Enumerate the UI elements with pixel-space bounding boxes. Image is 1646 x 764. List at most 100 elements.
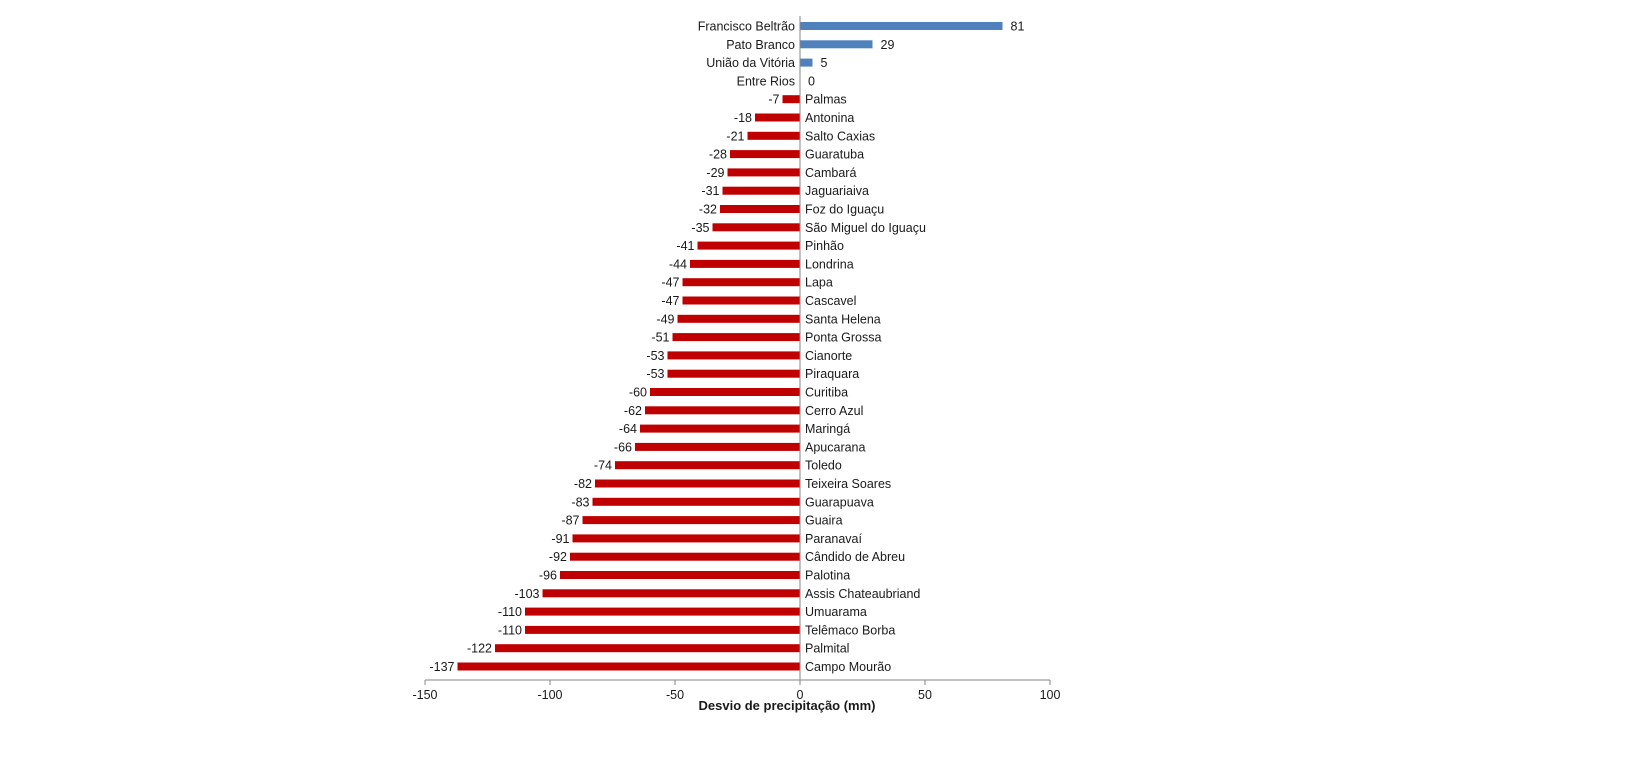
category-label: Teixeira Soares [805, 477, 891, 491]
bar-13 [690, 259, 800, 268]
value-label: -21 [726, 129, 744, 143]
value-label: -96 [539, 569, 557, 583]
category-label: Foz do Iguaçu [805, 203, 884, 217]
category-label: Cândido de Abreu [805, 550, 905, 564]
bar-19 [667, 369, 800, 378]
bar-20 [650, 388, 800, 396]
value-label: -29 [706, 166, 724, 180]
bar-32 [525, 607, 800, 616]
value-label: -66 [614, 440, 632, 454]
category-label: Cascavel [805, 294, 856, 308]
value-label: -82 [574, 477, 592, 491]
bar-23 [635, 442, 800, 451]
value-label: -91 [551, 532, 569, 546]
bar-6 [747, 131, 800, 140]
bar-30 [560, 571, 800, 579]
bar-18 [667, 351, 800, 360]
category-label: Ponta Grossa [805, 331, 881, 345]
value-label: -53 [646, 349, 664, 363]
bar-17 [672, 333, 800, 342]
category-label: Maringá [805, 422, 850, 436]
category-label: Guarapuava [805, 495, 874, 509]
bar-10 [720, 205, 800, 213]
value-label: 0 [808, 74, 815, 88]
x-tick-label: 50 [918, 688, 932, 702]
category-label: Cambará [805, 166, 856, 180]
value-label: -47 [661, 294, 679, 308]
bar-1 [800, 40, 873, 49]
value-label: -137 [429, 660, 454, 674]
bar-34 [495, 644, 800, 653]
category-label: Cerro Azul [805, 404, 863, 418]
bar-24 [615, 461, 800, 470]
value-label: -28 [709, 148, 727, 162]
category-label: Campo Mourão [805, 660, 891, 674]
bar-8 [727, 168, 800, 177]
bar-22 [640, 424, 800, 433]
category-label: Guaira [805, 514, 843, 528]
value-label: -7 [768, 93, 779, 107]
bar-9 [722, 186, 800, 195]
x-tick-label: 100 [1040, 688, 1061, 702]
bar-2 [800, 58, 813, 67]
category-label: Santa Helena [805, 312, 881, 326]
value-label: -18 [734, 111, 752, 125]
category-label: Palmas [805, 93, 847, 107]
bar-11 [712, 223, 800, 232]
value-labels: 81 29 50 -7 -18 -21 -28 -29 -31 -32 -35 -41 -44 -47 -4… [429, 20, 1024, 675]
value-label: 81 [1011, 20, 1025, 34]
bar-21 [645, 406, 800, 415]
bar-28 [572, 534, 800, 543]
category-label: Telêmaco Borba [805, 623, 895, 637]
value-label: 5 [821, 56, 828, 70]
bar-25 [595, 479, 800, 488]
category-label: Cianorte [805, 349, 852, 363]
bar-0 [800, 22, 1003, 30]
value-label: -35 [691, 221, 709, 235]
category-label: Toledo [805, 459, 842, 473]
value-label: -51 [651, 331, 669, 345]
bar-31 [542, 589, 800, 598]
x-axis-title: Desvio de precipitação (mm) [699, 698, 876, 713]
bar-7 [730, 150, 800, 159]
x-tick-label: -50 [666, 688, 684, 702]
value-label: -83 [571, 495, 589, 509]
category-label: Umuarama [805, 605, 867, 619]
value-label: -92 [549, 550, 567, 564]
category-label: Piraquara [805, 367, 859, 381]
category-label: Apucarana [805, 440, 866, 454]
category-label: Pato Branco [726, 38, 795, 52]
bar-15 [682, 296, 800, 305]
category-label: Curitiba [805, 386, 848, 400]
value-label: -44 [669, 257, 687, 271]
category-label: União da Vitória [706, 56, 795, 70]
category-label: Assis Chateaubriand [805, 587, 920, 601]
bar-27 [582, 516, 800, 525]
bars-layer [457, 22, 1003, 671]
value-label: -47 [661, 276, 679, 290]
x-tick-label: -150 [412, 688, 437, 702]
category-labels: Francisco Beltrão Pato Branco União da Vit… [698, 20, 926, 675]
value-label: -62 [624, 404, 642, 418]
bar-33 [525, 625, 800, 634]
value-label: -64 [619, 422, 637, 436]
value-label: -53 [646, 367, 664, 381]
bar-16 [677, 314, 800, 323]
value-label: -31 [701, 184, 719, 198]
category-label: São Miguel do Iguaçu [805, 221, 926, 235]
value-label: -49 [656, 312, 674, 326]
value-label: -103 [514, 587, 539, 601]
category-label: Palmital [805, 642, 849, 656]
value-label: -110 [498, 605, 522, 619]
bar-26 [592, 497, 800, 506]
category-label: Jaguariaiva [805, 184, 869, 198]
bar-14 [682, 278, 800, 287]
bar-12 [697, 241, 800, 250]
value-label: -74 [594, 459, 612, 473]
category-label: Palotina [805, 569, 850, 583]
category-label: Pinhão [805, 239, 844, 253]
x-axis-ticks: -150 -100 -50 0 50 100 [412, 680, 1060, 702]
category-label: Londrina [805, 257, 854, 271]
